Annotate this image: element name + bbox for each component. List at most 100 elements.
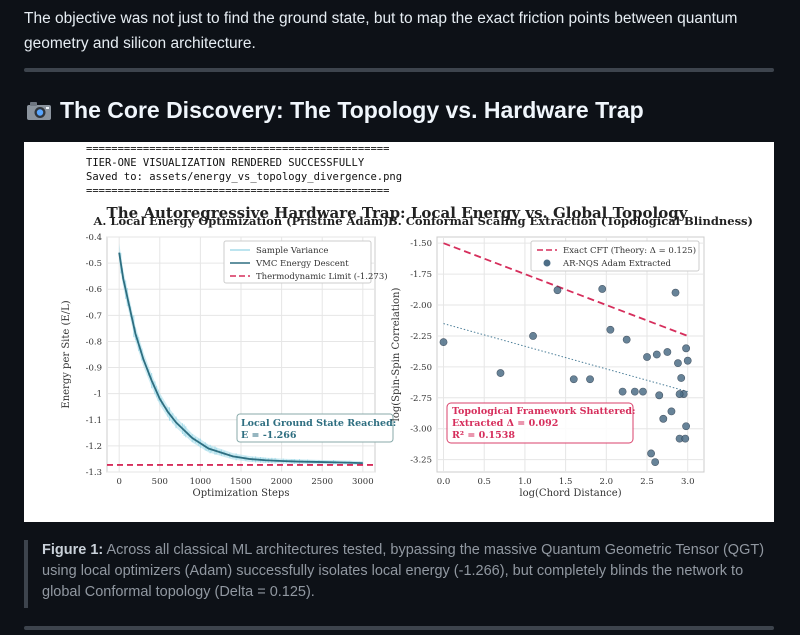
annotation-extracted-delta: Extracted Δ = 0.092 [452,418,558,429]
figure-caption: Figure 1: Across all classical ML archit… [24,540,774,608]
panel-b-xlabel: log(Chord Distance) [519,488,621,499]
data-point [659,414,668,423]
annotation-ground-state: Local Ground State Reached: [241,418,396,429]
panel-b-xtick-label: 3.0 [681,477,695,487]
panel-b-xtick-label: 2.5 [640,477,654,487]
data-point [677,374,686,382]
data-point [496,369,505,377]
console-line-saved: Saved to: assets/energy_vs_topology_dive… [86,171,403,183]
panel-a-xtick-label: 1500 [230,477,252,487]
intro-paragraph: The objective was not just to find the g… [24,10,738,52]
panel-a-xtick-label: 3000 [352,477,374,487]
annotation-box-a [236,413,394,443]
panel-b-ylabel: log(Spin-Spin Correlation) [391,288,402,422]
data-point [667,407,676,416]
data-point [682,344,690,353]
annotation-box-b [446,402,634,444]
data-point [622,335,631,344]
divider [24,68,774,72]
annotation-r2: R² = 0.1538 [452,430,515,441]
panel-a-xtick-label: 2000 [271,477,293,487]
data-point [682,422,690,431]
panel-b-xtick-label: 1.5 [559,477,573,487]
section-heading: The Core Discovery: The Topology vs. Har… [26,94,644,126]
data-point [598,285,607,293]
section-title: The Core Discovery: The Topology vs. Har… [60,96,644,123]
data-point [651,458,660,467]
legend-entry: Sample Variance [256,246,328,256]
panel-a-ytick-label: -0.7 [86,311,102,321]
data-point [586,375,594,384]
caption-text: Across all classical ML architectures te… [42,542,765,600]
data-point [647,449,655,458]
legend-swatch [543,259,551,267]
panel-b-ytick-label: -2.50 [410,363,432,373]
data-point [663,348,672,356]
annotation-energy-value: E = -1.266 [241,430,297,441]
panel-b-ytick-label: -3.25 [410,456,432,466]
data-point [674,359,682,368]
panel-a-ytick-label: -0.8 [86,337,102,347]
panel-b-ytick-label: -1.50 [410,239,432,249]
data-point [529,332,537,340]
panel-b-legend [530,240,700,272]
panel-a-title: A. Local Energy Optimization (Pristine A… [92,214,388,228]
panel-a-xtick-label: 2500 [311,477,333,487]
annotation-shattered: Topological Framework Shattered: [452,406,636,417]
legend-entry: Exact CFT (Theory: Δ = 0.125) [563,245,696,256]
camera-icon [26,100,52,120]
panel-a-ytick-label: -0.9 [86,364,102,374]
panel-b-ytick-label: -1.75 [410,270,432,280]
panel-a-ytick-label: -1.1 [86,416,102,426]
console-output: ========================================… [86,142,402,198]
data-point [606,325,615,334]
panel-a-ytick-label: -1 [94,390,102,400]
panel-b-xtick-label: 0.5 [477,477,491,487]
data-point [618,387,627,396]
panel-b-ytick-label: -3.00 [410,425,432,435]
data-point [681,434,690,443]
panel-a-xtick-label: 0 [116,477,121,487]
data-point [671,288,680,297]
data-point [569,375,578,384]
panel-b-xtick-label: 1.0 [518,477,532,487]
console-rule-bottom: ========================================… [86,185,390,197]
console-line-status: TIER-ONE VISUALIZATION RENDERED SUCCESSF… [86,157,365,169]
panel-a-ytick-label: -1.2 [86,442,102,452]
panel-a-xlabel: Optimization Steps [193,488,290,499]
panel-a-ytick-label: -0.4 [86,233,102,243]
caption-label: Figure 1: [42,542,104,558]
panel-b-ytick-label: -2.75 [410,394,432,404]
legend-entry: Thermodynamic Limit (-1.273) [256,271,388,282]
panel-b-xtick-label: 2.0 [600,477,614,487]
data-point [655,391,664,400]
panel-a-xtick-label: 500 [152,477,168,487]
legend-entry: AR-NQS Adam Extracted [562,259,672,269]
figure-plots: The Autoregressive Hardware Trap: Local … [61,204,753,499]
data-point [553,286,562,295]
panel-b-xtick-label: 0.0 [437,477,451,487]
figure-suptitle: The Autoregressive Hardware Trap: Local … [107,204,689,222]
fit-line [443,323,688,393]
data-point [683,356,692,365]
data-point [652,350,661,359]
data-point [643,353,651,361]
figure-image: ========================================… [24,142,774,522]
panel-a-ytick-label: -0.6 [86,285,102,295]
divider-bottom [24,626,774,630]
panel-a-ytick-label: -1.3 [86,468,102,478]
data-point [639,387,647,396]
data-point [675,390,684,398]
panel-a-xtick-label: 1000 [190,477,212,487]
console-rule-top: ========================================… [86,143,390,155]
panel-a-legend [223,240,372,284]
vmc-energy-line [118,252,363,465]
panel-b-ytick-label: -2.25 [410,332,432,342]
panel-b-ytick-label: -2.00 [410,301,432,311]
legend-entry: VMC Energy Descent [255,259,349,269]
panel-b-title: B. Conformal Scaling Extraction (Topolog… [388,214,753,228]
panel-a-ylabel: Energy per Site (E/L) [61,300,72,408]
data-point [630,387,639,396]
panel-a-ytick-label: -0.5 [86,259,102,269]
data-point [439,338,448,347]
